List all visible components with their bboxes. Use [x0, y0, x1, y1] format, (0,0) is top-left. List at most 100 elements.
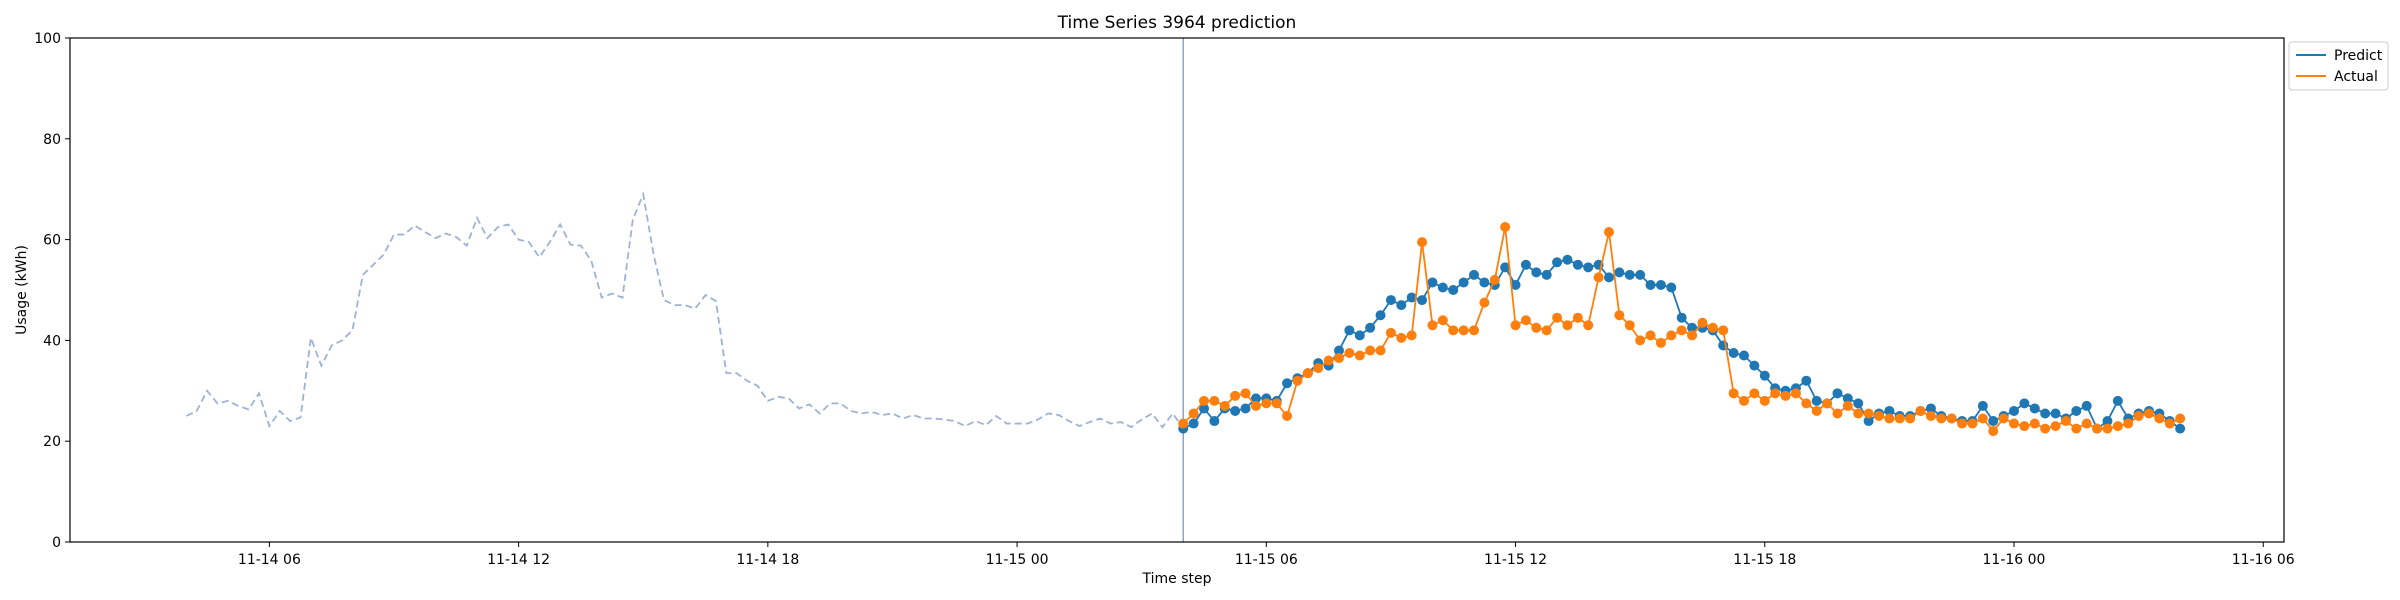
data-point [2019, 398, 2030, 409]
data-point [1209, 416, 1220, 427]
data-point [1520, 315, 1531, 326]
data-point [1427, 320, 1438, 331]
data-point [2112, 421, 2123, 432]
data-point [1853, 398, 1864, 409]
data-point [2164, 418, 2175, 429]
data-point [1323, 355, 1334, 366]
data-point [1500, 262, 1511, 273]
x-tick-label: 11-16 06 [2232, 552, 2295, 568]
data-point [2102, 423, 2113, 434]
legend: Predict Actual [2288, 41, 2389, 91]
data-point [1759, 370, 1770, 381]
data-point [1925, 411, 1936, 421]
data-point [2071, 423, 2082, 434]
data-point [1739, 395, 1749, 406]
data-point [1874, 411, 1884, 421]
x-tick-label: 11-15 00 [986, 552, 1049, 568]
data-point [1853, 408, 1864, 419]
data-point [2009, 405, 2019, 416]
data-point [2102, 416, 2113, 427]
data-point [1209, 395, 1220, 406]
data-point [1718, 325, 1729, 336]
data-point [1666, 330, 1677, 341]
data-point [1541, 325, 1552, 336]
data-point [1977, 413, 1988, 424]
data-point [1354, 330, 1365, 341]
series-predict [1178, 254, 2186, 434]
legend-label-actual: Actual [2334, 69, 2378, 85]
x-tick-label: 11-14 12 [487, 552, 550, 568]
data-point [1687, 322, 1698, 333]
data-point [1676, 325, 1687, 336]
data-point [1655, 337, 1666, 348]
x-tick-label: 11-16 00 [1983, 552, 2046, 568]
data-point [1728, 348, 1739, 358]
x-tick-label: 11-15 18 [1733, 552, 1796, 568]
data-point [1811, 405, 1822, 416]
data-point [1842, 393, 1853, 404]
data-point [2071, 405, 2082, 416]
x-tick-label: 11-14 18 [736, 552, 799, 568]
data-point [1790, 388, 1801, 399]
data-point [1448, 285, 1459, 295]
data-point [1417, 237, 1428, 248]
data-point [2081, 418, 2092, 429]
y-tick-label: 20 [43, 434, 61, 450]
data-point [1500, 222, 1511, 232]
data-point [2029, 403, 2040, 414]
data-point [1437, 315, 1448, 326]
data-point [1292, 375, 1303, 386]
data-point [1240, 403, 1251, 414]
data-point [1562, 254, 1573, 265]
y-tick-label: 60 [43, 233, 61, 249]
data-point [1624, 320, 1635, 331]
data-point [2050, 408, 2061, 419]
data-point [1230, 405, 1241, 416]
data-point [1396, 332, 1407, 343]
data-point [1479, 297, 1490, 308]
data-point [1905, 413, 1916, 424]
data-point [1385, 327, 1396, 338]
data-point [1510, 320, 1521, 331]
data-point [1271, 398, 1282, 409]
x-tick-label: 11-14 06 [238, 552, 301, 568]
series-actual [1178, 222, 2186, 437]
data-point [1583, 320, 1594, 331]
y-tick-label: 80 [43, 132, 61, 148]
data-point [1396, 300, 1407, 311]
data-point [2019, 421, 2030, 432]
data-point [1572, 259, 1583, 270]
data-point [1957, 418, 1968, 429]
data-point [1541, 269, 1552, 280]
data-point [1250, 400, 1261, 411]
data-point [2009, 418, 2019, 429]
data-point [2029, 418, 2040, 429]
data-point [1604, 227, 1614, 238]
data-point [1334, 345, 1344, 356]
data-point [1469, 269, 1479, 280]
data-point [1417, 295, 1428, 306]
plot-area [185, 38, 2186, 542]
data-point [1925, 403, 1936, 414]
data-point [1977, 400, 1988, 411]
x-axis-label: Time step [1142, 571, 1212, 587]
data-point [1520, 259, 1531, 270]
data-point [1946, 413, 1957, 424]
data-point [1188, 408, 1199, 419]
data-point [1863, 408, 1874, 419]
data-point [1510, 279, 1521, 290]
data-point [1655, 279, 1666, 290]
data-point [1479, 277, 1490, 288]
data-point [1687, 330, 1698, 341]
data-point [1884, 413, 1895, 424]
data-point [1707, 322, 1718, 333]
y-tick-label: 100 [34, 31, 61, 47]
data-point [1178, 418, 1189, 429]
data-point [1531, 267, 1542, 278]
data-point [1334, 353, 1344, 364]
data-point [1832, 408, 1843, 419]
data-point [1261, 398, 1272, 409]
data-point [1282, 378, 1293, 389]
data-point [1614, 310, 1625, 321]
data-point [1801, 375, 1812, 386]
